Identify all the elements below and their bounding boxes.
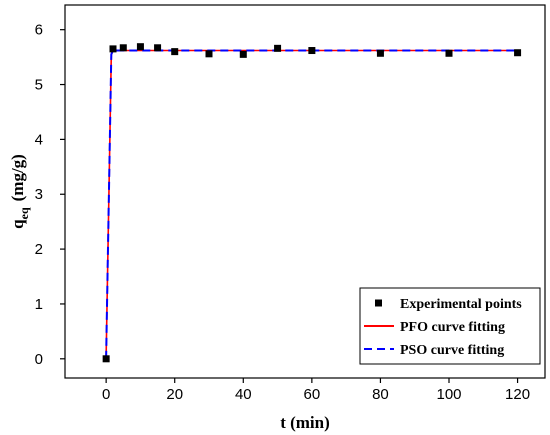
experimental-point [171,48,179,56]
experimental-point [205,50,213,58]
experimental-point [136,43,144,51]
y-tick-label: 1 [35,296,43,313]
experimental-point [445,49,453,57]
x-tick-label: 0 [102,386,110,403]
experimental-point [102,355,110,363]
x-tick-label: 40 [235,386,252,403]
legend: Experimental points PFO curve fitting PSO … [359,287,541,365]
x-axis-title: t (min) [280,413,330,432]
series-layer [102,43,522,363]
experimental-point [376,49,384,57]
experimental-point [239,50,247,58]
x-tick-label: 60 [304,386,321,403]
experimental-point [514,49,522,57]
experimental-point [154,44,162,52]
y-tick-label: 6 [35,22,43,39]
legend-label: PFO curve fitting [400,320,505,335]
x-tick-label: 120 [505,386,530,403]
experimental-point [119,44,127,52]
plot-area-frame [64,4,546,379]
y-axis-title-unit: (mg/g) [8,154,27,201]
legend-marker-square [375,299,382,307]
x-tick-label: 80 [372,386,389,403]
y-axis-title: qeq (mg/g) [8,154,31,229]
y-tick-label: 3 [35,186,43,203]
y-axis-title-subscript: eq [17,207,31,219]
x-tick-label: 20 [166,386,183,403]
legend-item: PFO curve fitting [364,320,505,335]
legend-label: Experimental points [400,297,522,312]
legend-item: Experimental points [375,297,522,312]
y-tick-label: 2 [35,241,43,258]
legend-item: PSO curve fitting [364,343,504,358]
y-tick-label: 0 [35,351,43,368]
svg-text:qeq(mg/g): qeq (mg/g) [8,154,31,229]
axis-ticks [60,29,519,383]
x-tick-label: 100 [436,386,461,403]
y-tick-label: 4 [35,131,43,148]
y-axis-title-main: q [8,219,27,229]
axis-tick-labels: 0 20 40 60 80 100 120 0 1 2 3 4 5 6 [35,22,530,403]
y-tick-label: 5 [35,77,43,94]
experimental-point [308,47,316,55]
legend-label: PSO curve fitting [400,343,504,358]
experimental-point [274,44,282,52]
experimental-point [109,45,117,53]
